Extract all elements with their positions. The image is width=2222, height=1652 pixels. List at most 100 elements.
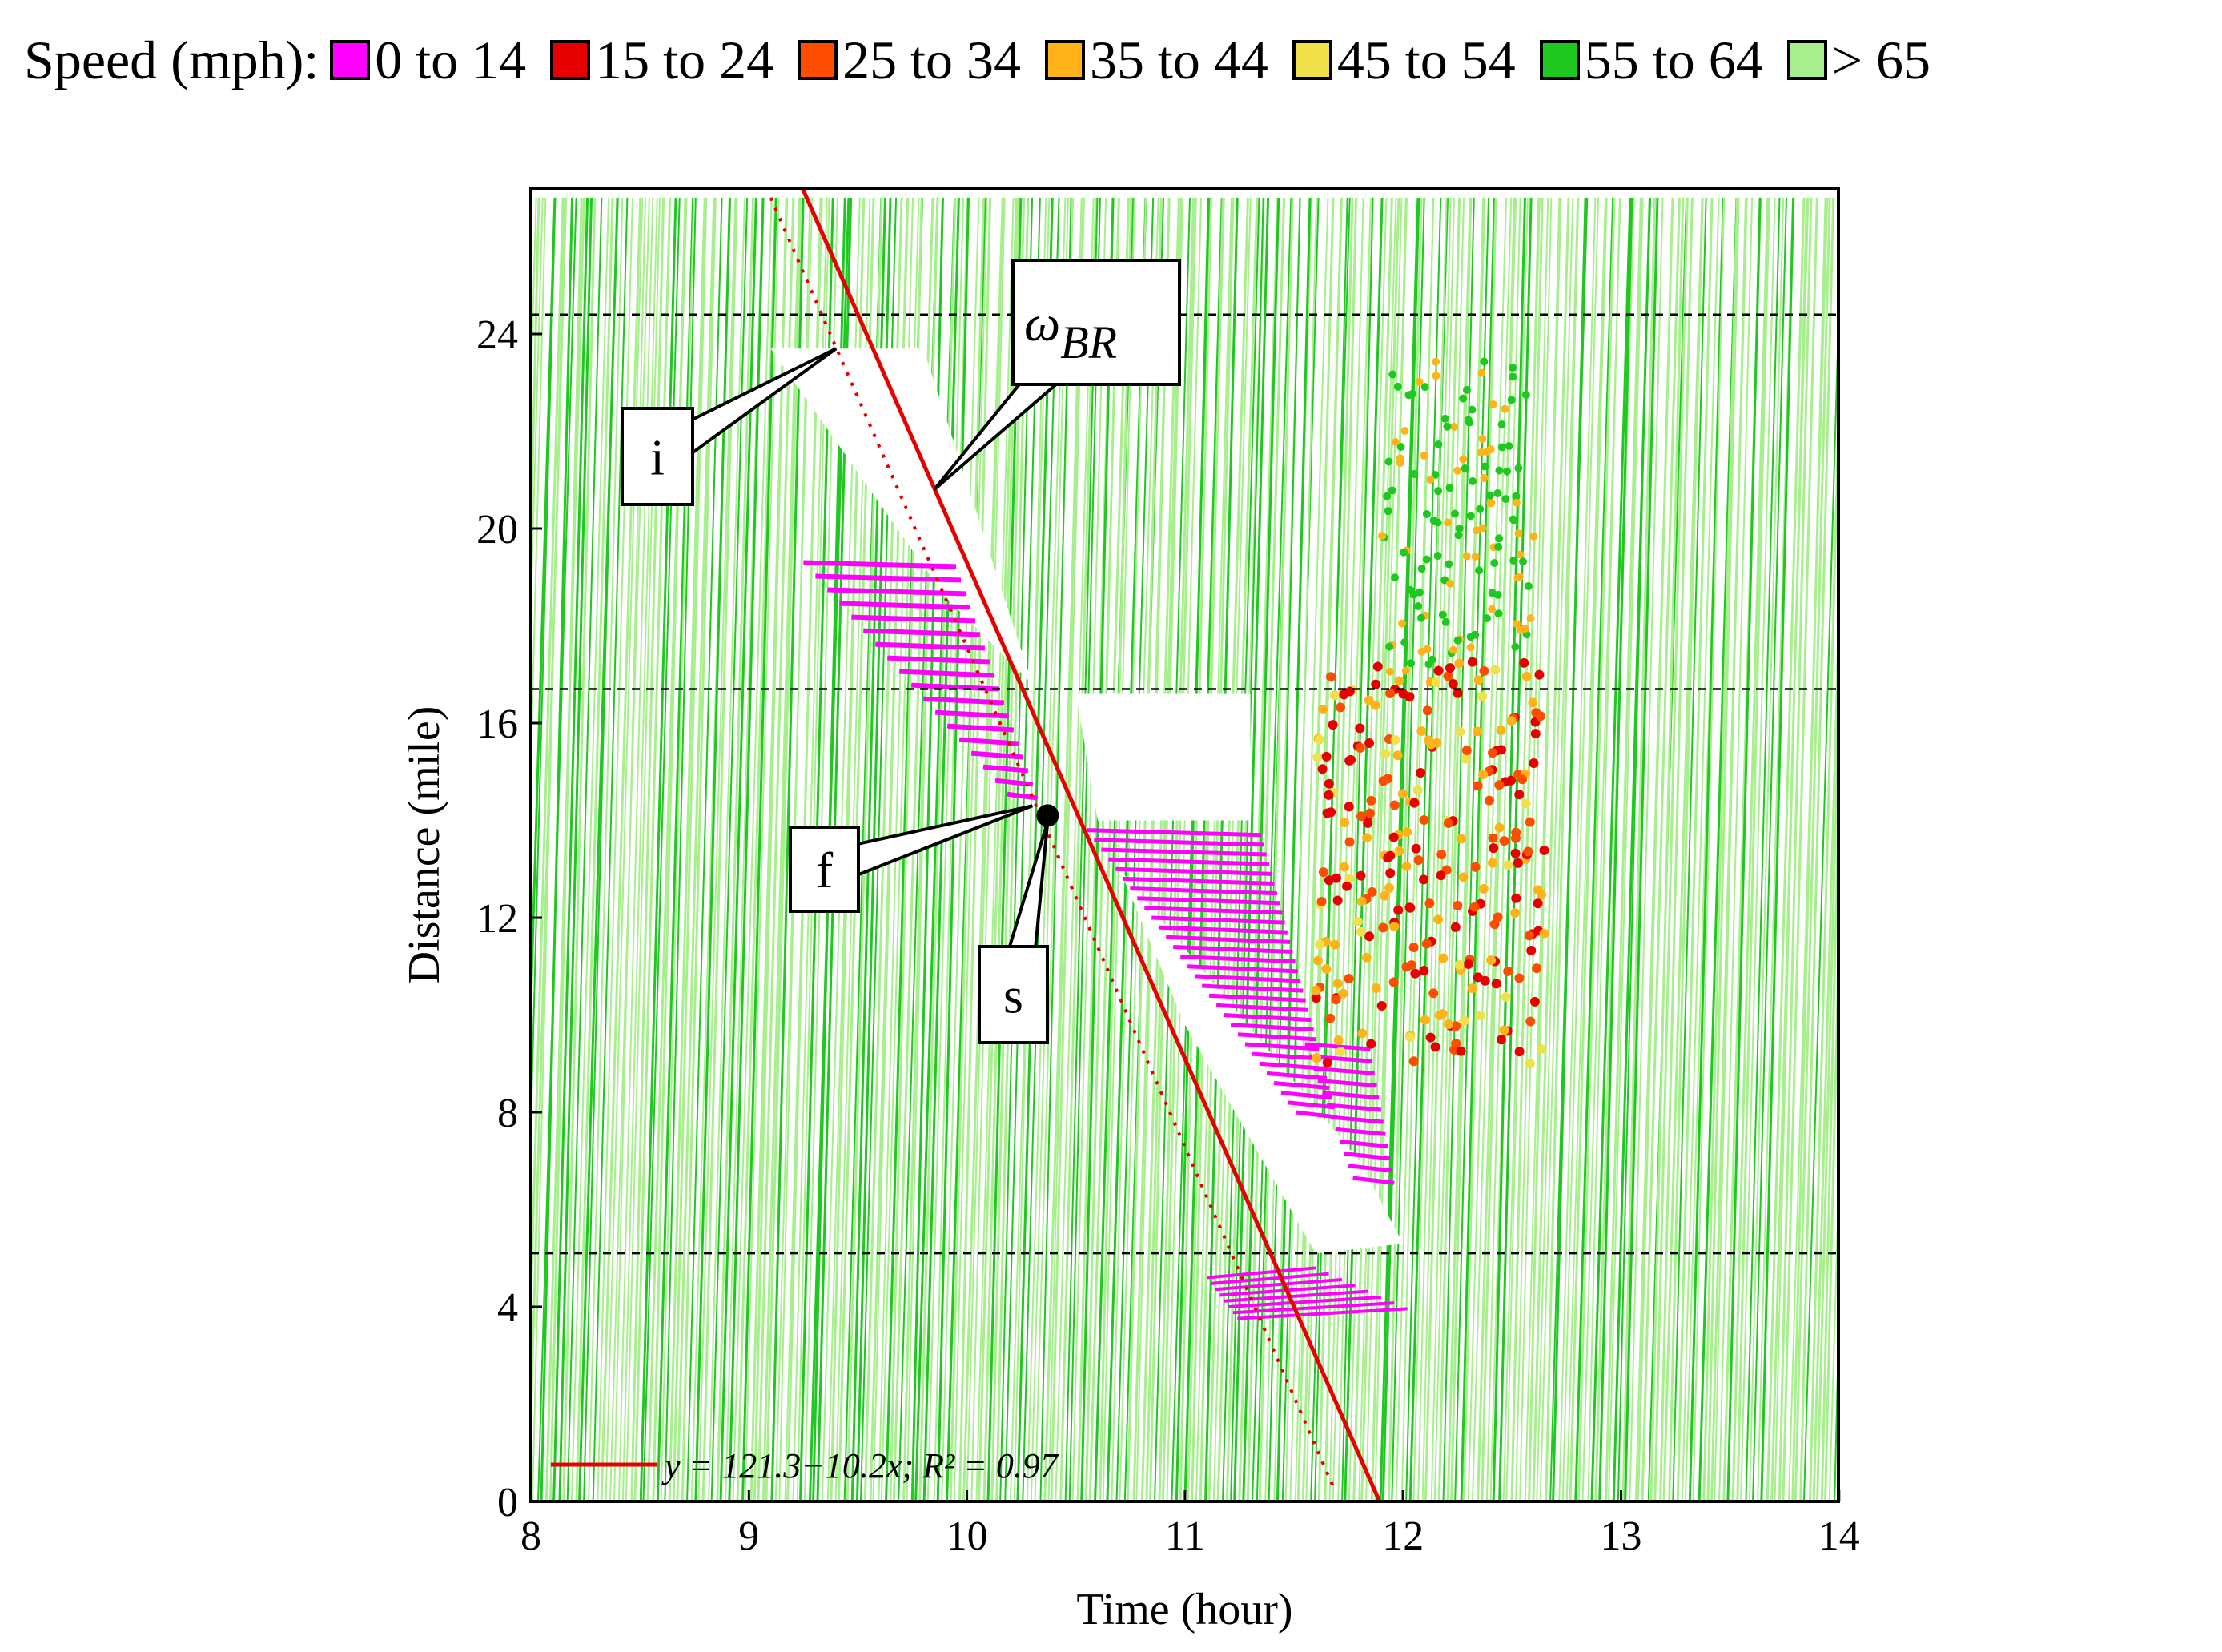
recovery-point	[1513, 573, 1522, 582]
recovery-point	[1459, 1015, 1469, 1026]
recovery-point	[1514, 790, 1525, 800]
blank-region	[770, 348, 1033, 685]
recovery-point	[1494, 542, 1503, 551]
recovery-point	[1434, 440, 1443, 448]
recovery-point	[1514, 529, 1523, 537]
recovery-point	[1419, 814, 1429, 825]
recovery-point	[1385, 868, 1396, 878]
recovery-point	[1523, 846, 1533, 857]
trajectory-line	[1558, 197, 1597, 1501]
recovery-point	[1316, 896, 1327, 906]
recovery-point	[1513, 858, 1523, 868]
trajectory-line	[1692, 197, 1725, 1501]
recovery-point	[1510, 833, 1521, 843]
trajectory-line	[1649, 197, 1685, 1501]
trajectory-line	[1158, 197, 1195, 1501]
legend-label: 55 to 64	[1584, 29, 1763, 90]
legend-item-2: 25 to 34	[798, 29, 1021, 92]
trajectory-line	[531, 197, 547, 793]
recovery-point	[1525, 817, 1535, 827]
trajectory-line	[1374, 197, 1407, 1501]
recovery-point	[1486, 499, 1495, 508]
recovery-point	[1388, 977, 1399, 987]
trajectory-line	[1296, 197, 1335, 1501]
recovery-point	[1467, 657, 1477, 667]
trajectory-line	[1424, 197, 1461, 1501]
trajectory-line	[1437, 197, 1473, 1501]
fit-legend-label: y = 121.3−10.2x; R² = 0.97	[661, 1446, 1059, 1485]
recovery-point	[1409, 798, 1420, 808]
recovery-point	[1534, 669, 1545, 680]
recovery-point	[1482, 614, 1491, 623]
recovery-point	[1458, 872, 1469, 882]
recovery-point	[1525, 1059, 1535, 1069]
trajectory-line	[1621, 197, 1657, 1501]
recovery-point	[1488, 858, 1498, 868]
trajectory-line	[1365, 197, 1403, 1501]
queue-stripe	[1348, 1164, 1392, 1173]
recovery-point	[1525, 931, 1535, 941]
recovery-point	[1401, 861, 1412, 871]
x-tick-label: 13	[1601, 1513, 1642, 1559]
trajectory-line	[452, 198, 488, 1501]
recovery-point	[1469, 477, 1477, 486]
recovery-point	[1476, 504, 1485, 513]
trajectory-line	[1199, 197, 1235, 1501]
recovery-point	[1535, 711, 1545, 721]
recovery-point	[1530, 729, 1541, 739]
recovery-point	[1344, 974, 1354, 984]
recovery-point	[1371, 679, 1381, 689]
recovery-point	[1420, 1015, 1430, 1025]
trajectory-line	[926, 197, 965, 1501]
recovery-point	[1526, 614, 1535, 623]
trajectory-line	[1598, 197, 1633, 1501]
trajectory-line	[744, 197, 780, 1501]
recovery-point	[1450, 422, 1459, 431]
queue-stripe	[1151, 915, 1285, 925]
recovery-point	[1419, 965, 1429, 975]
trajectory-line	[1039, 197, 1072, 1501]
legend-swatch	[1539, 40, 1580, 80]
trajectory-line	[719, 197, 757, 1501]
callout-box	[1011, 259, 1181, 386]
recovery-point	[1496, 1035, 1506, 1045]
queue-stripe	[899, 669, 995, 678]
trajectory-line	[1545, 197, 1580, 1501]
trajectory-line	[1519, 197, 1553, 1501]
trajectory-line	[1454, 197, 1490, 1501]
queue-stripe	[1180, 955, 1296, 964]
recovery-point	[1364, 738, 1375, 749]
recovery-point	[1389, 800, 1400, 810]
trajectory-line	[918, 197, 957, 1501]
queue-stripe	[1295, 1110, 1338, 1119]
recovery-point	[1519, 657, 1529, 668]
x-tick-label: 11	[1165, 1513, 1205, 1559]
queue-stripe	[982, 764, 1029, 774]
recovery-point	[1417, 647, 1426, 656]
recovery-point	[1471, 552, 1480, 561]
recovery-point	[1443, 818, 1453, 829]
recovery-point	[1506, 716, 1517, 726]
recovery-point	[1390, 735, 1400, 746]
recovery-point	[1503, 467, 1512, 476]
recovery-point	[1321, 963, 1332, 974]
recovery-point	[1408, 389, 1417, 398]
recovery-point	[1392, 750, 1403, 761]
recovery-point	[1459, 455, 1468, 464]
recovery-point	[1364, 808, 1375, 818]
recovery-point	[1317, 764, 1328, 774]
trajectory-line	[1332, 197, 1372, 1501]
trajectory-line	[1230, 197, 1264, 1501]
recovery-point	[1467, 983, 1477, 994]
recovery-point	[1344, 874, 1355, 884]
recovery-point	[1486, 955, 1497, 966]
legend-item-0: 0 to 14	[330, 29, 526, 92]
trajectory-line	[1745, 197, 1781, 1501]
queue-stripe	[1266, 1071, 1328, 1080]
recovery-point	[1364, 931, 1375, 942]
recovery-point	[1496, 725, 1506, 735]
recovery-point	[1312, 1053, 1322, 1063]
trajectory-line	[1847, 198, 1886, 1501]
recovery-point	[1451, 509, 1460, 518]
recovery-point	[1344, 755, 1355, 766]
